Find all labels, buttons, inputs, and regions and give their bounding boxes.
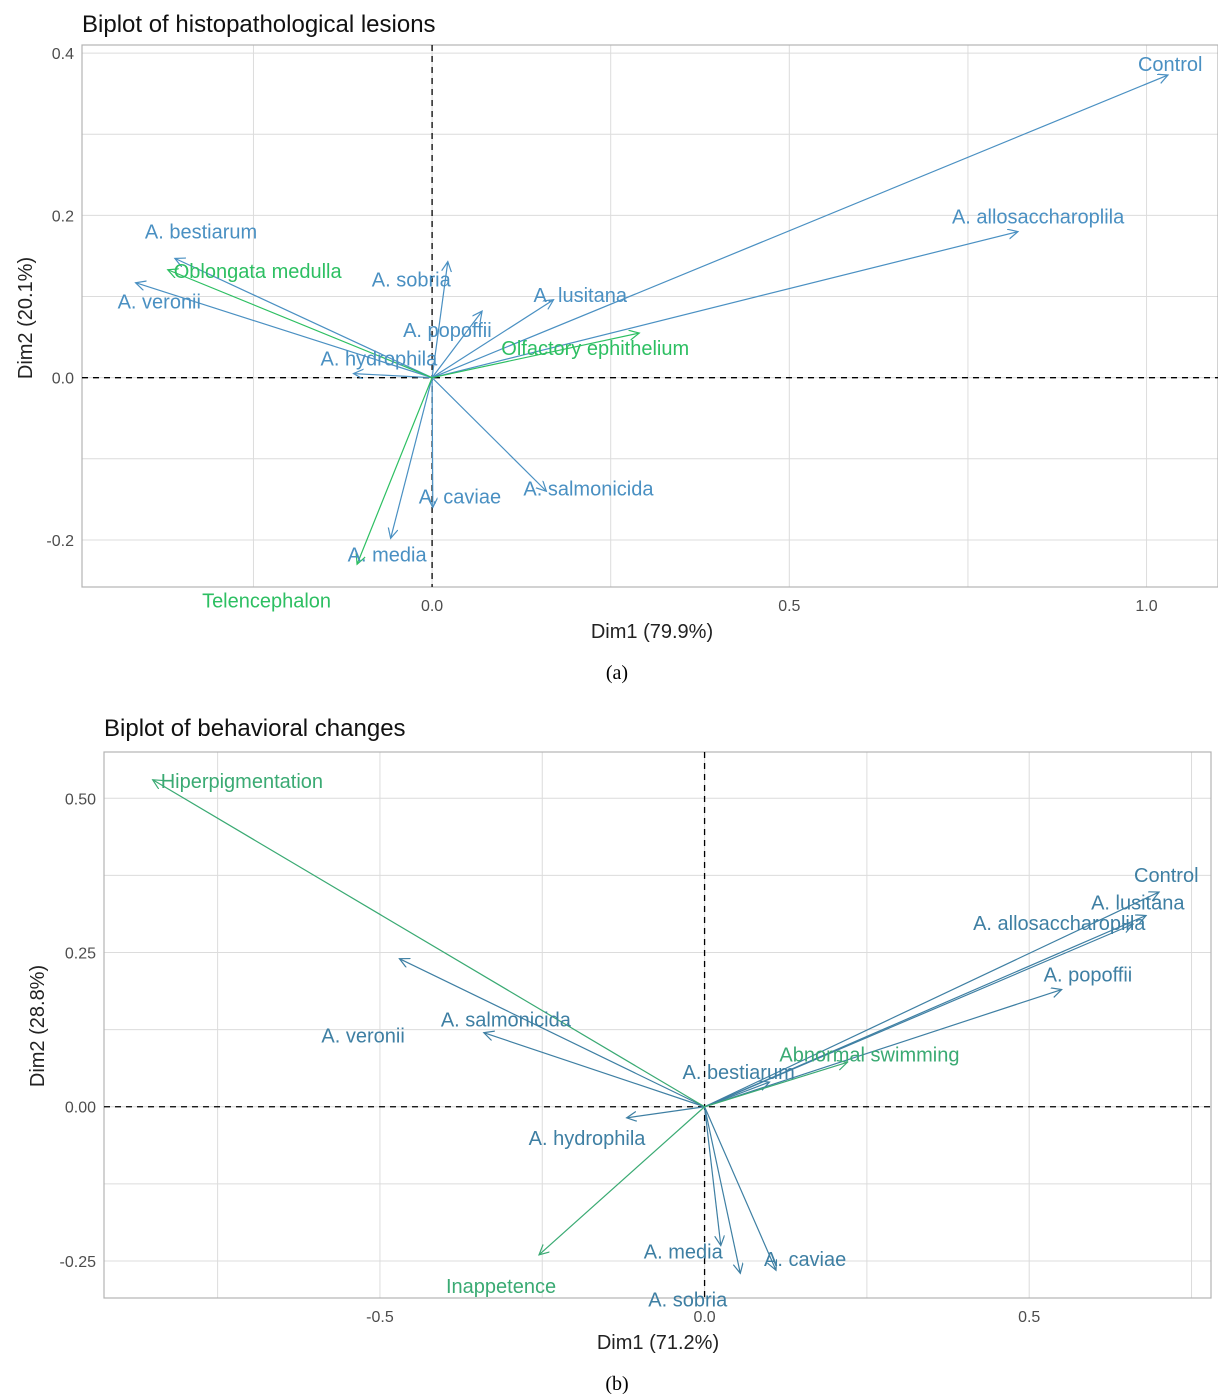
x-tick-label: -0.5 <box>366 1309 394 1326</box>
label-a-lusitana: A. lusitana <box>534 285 628 307</box>
y-tick-label: 0.4 <box>52 46 74 63</box>
arrow-control <box>431 75 1168 379</box>
arrow-a-hydrophila <box>627 1106 705 1118</box>
label-a-veronii: A. veronii <box>321 1026 404 1048</box>
arrow-a-popoffii <box>431 311 482 379</box>
x-axis-title: Dim1 (71.2%) <box>597 1332 719 1354</box>
label-a-sobria: A. sobria <box>372 270 452 292</box>
y-tick-label: 0.50 <box>65 791 96 808</box>
plot-panel-border <box>103 751 1212 1299</box>
arrow-a-bestiarum <box>704 1082 770 1108</box>
grid <box>82 45 1218 587</box>
label-oblongata-medulla: Oblongata medulla <box>174 261 343 283</box>
arrow-a-allosaccharoplila <box>431 232 1018 379</box>
arrow-telencephalon <box>357 377 433 565</box>
x-tick-label: 0.0 <box>693 1309 715 1326</box>
reference-lines <box>104 752 1211 1298</box>
arrow-olfactory-ephithelium <box>431 333 639 379</box>
y-axis-title: Dim2 (28.8%) <box>27 965 49 1087</box>
label-a-veronii: A. veronii <box>118 292 201 314</box>
arrow-a-bestiarum <box>175 258 433 379</box>
label-a-media: A. media <box>348 544 428 566</box>
arrow-a-veronii <box>399 959 705 1108</box>
label-a-bestiarum: A. bestiarum <box>145 221 257 243</box>
y-tick-label: 0.00 <box>65 1100 96 1117</box>
biplot-behavioral-changes: Biplot of behavioral changes Control A. l… <box>27 715 1212 1394</box>
label-a-allosaccharoplila: A. allosaccharoplila <box>973 913 1146 935</box>
y-tick-labels: 0.50 0.25 0.00 -0.25 <box>60 791 97 1271</box>
label-a-bestiarum: A. bestiarum <box>682 1062 794 1084</box>
label-a-allosaccharoplila: A. allosaccharoplila <box>952 207 1125 229</box>
reference-lines <box>82 45 1218 587</box>
x-tick-label: 1.0 <box>1135 598 1157 615</box>
y-tick-label: 0.0 <box>52 371 74 388</box>
x-tick-labels: -0.5 0.0 0.5 <box>366 1309 1040 1326</box>
arrow-a-sobria <box>431 262 448 378</box>
arrow-a-media <box>703 1106 721 1246</box>
arrow-inappetence <box>539 1106 705 1255</box>
label-olfactory-ephithelium: Olfactory ephithelium <box>501 338 689 360</box>
arrow-control <box>704 892 1159 1108</box>
label-inappetence: Inappetence <box>446 1276 556 1298</box>
label-telencephalon: Telencephalon <box>202 590 331 612</box>
x-axis-title: Dim1 (79.9%) <box>591 621 713 643</box>
chart-title: Biplot of histopathological lesions <box>82 11 436 38</box>
chart-title: Biplot of behavioral changes <box>104 715 406 742</box>
label-a-caviae: A. caviae <box>764 1249 846 1271</box>
label-control: Control <box>1134 865 1198 887</box>
y-tick-labels: 0.4 0.2 0.0 -0.2 <box>46 46 74 550</box>
label-a-media: A. media <box>644 1242 724 1264</box>
label-a-popoffii: A. popoffii <box>1044 965 1133 987</box>
arrow-a-allosaccharoplila <box>704 924 1134 1108</box>
caption-a: (a) <box>606 662 628 684</box>
x-tick-labels: 0.0 0.5 1.0 <box>421 598 1158 615</box>
label-control: Control <box>1138 54 1202 76</box>
label-a-lusitana: A. lusitana <box>1091 892 1185 914</box>
arrow-labels: Control A. allosaccharoplila A. bestiarum A… <box>118 54 1203 612</box>
arrow-hiperpigmentation <box>153 780 705 1108</box>
arrow-a-veronii <box>136 283 433 379</box>
y-tick-label: 0.2 <box>52 208 74 225</box>
y-axis-title: Dim2 (20.1%) <box>15 257 37 379</box>
x-tick-label: 0.0 <box>421 598 443 615</box>
plot-panel-border <box>81 44 1218 588</box>
arrow-a-salmonicida <box>484 1033 705 1108</box>
arrow-a-caviae <box>704 1106 776 1270</box>
arrows <box>153 780 1159 1274</box>
arrow-a-salmonicida <box>431 377 546 492</box>
arrow-a-sobria <box>703 1106 741 1274</box>
x-tick-label: 0.5 <box>1018 1309 1040 1326</box>
label-a-caviae: A. caviae <box>419 486 501 508</box>
label-a-sobria: A. sobria <box>648 1289 728 1311</box>
label-a-salmonicida: A. salmonicida <box>523 478 654 500</box>
label-hiperpigmentation: Hiperpigmentation <box>161 771 323 793</box>
label-a-hydrophila: A. hydrophila <box>320 349 438 371</box>
arrow-oblongata-medulla <box>168 270 433 379</box>
label-abnormal-swimming: Abnormal swimming <box>779 1044 959 1066</box>
arrow-a-hydrophila <box>353 374 433 378</box>
arrow-a-media <box>391 377 433 539</box>
label-a-popoffii: A. popoffii <box>403 320 492 342</box>
grid <box>104 752 1211 1298</box>
arrow-a-lusitana <box>431 300 553 379</box>
caption-b: (b) <box>605 1373 628 1394</box>
y-tick-label: 0.25 <box>65 946 96 963</box>
x-tick-label: 0.5 <box>778 598 800 615</box>
label-a-salmonicida: A. salmonicida <box>441 1010 572 1032</box>
y-tick-label: -0.2 <box>46 533 74 550</box>
label-a-hydrophila: A. hydrophila <box>529 1128 647 1150</box>
arrow-abnormal-swimming <box>704 1062 848 1108</box>
y-tick-label: -0.25 <box>60 1254 97 1271</box>
biplot-histopathological-lesions: Biplot of histopathological lesions Cont… <box>15 11 1218 684</box>
arrows <box>136 75 1168 564</box>
arrow-a-caviae <box>432 377 433 508</box>
